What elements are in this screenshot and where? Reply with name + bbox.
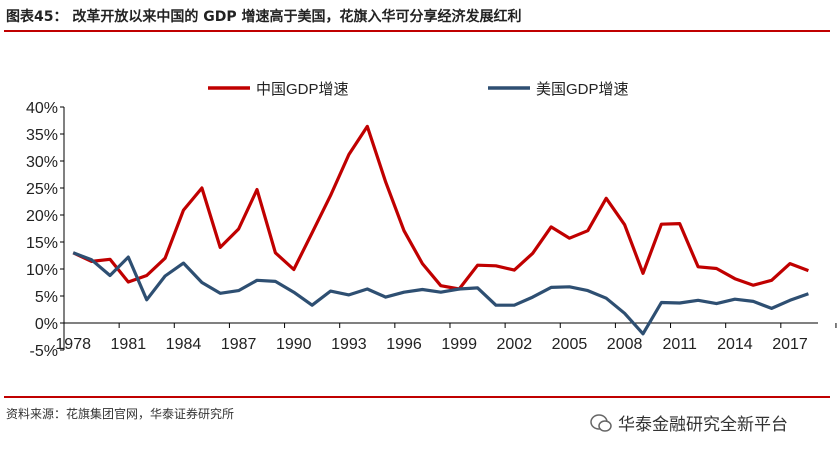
chart-title: 图表45： 改革开放以来中国的 GDP 增速高于美国，花旗入华可分享经济发展红利 [6, 9, 522, 25]
x-tick-label: 1984 [166, 336, 202, 353]
y-tick-label: 0% [35, 316, 58, 333]
watermark: 华泰金融研究全新平台 [590, 410, 788, 435]
x-tick-label: 2008 [607, 336, 643, 353]
x-tick-label: 1978 [55, 336, 91, 353]
x-tick-label: 1990 [276, 336, 312, 353]
legend-label: 美国GDP增速 [536, 81, 629, 98]
y-tick-label: 35% [26, 127, 58, 144]
x-tick-label: 1996 [386, 336, 422, 353]
x-tick-label: 2017 [772, 336, 808, 353]
y-tick-label: 30% [26, 154, 58, 171]
x-tick-label: 2005 [552, 336, 588, 353]
y-tick-label: -5% [30, 343, 58, 360]
y-tick-label: 5% [35, 289, 58, 306]
wechat-icon [590, 413, 612, 432]
x-tick-label: 1993 [331, 336, 367, 353]
y-tick-label: 15% [26, 235, 58, 252]
watermark-text: 华泰金融研究全新平台 [618, 415, 788, 435]
legend-label: 中国GDP增速 [256, 81, 349, 98]
bottom-divider [4, 396, 830, 398]
x-tick-label: 2002 [497, 336, 533, 353]
y-tick-label: 40% [26, 100, 58, 117]
y-tick-label: 25% [26, 181, 58, 198]
y-tick-label: 10% [26, 262, 58, 279]
y-tick-label: 20% [26, 208, 58, 225]
x-tick-label: 1999 [441, 336, 477, 353]
line-chart: -5% 0% 5% 10% 15% 20% 25% 30% 35% 40% 1978 1981 1984… [26, 81, 837, 360]
x-tick-label: 2014 [717, 336, 753, 353]
source-note: 资料来源：花旗集团官网，华泰证券研究所 [6, 407, 235, 421]
top-divider [4, 30, 830, 32]
x-tick-label: 1987 [221, 336, 257, 353]
x-tick-label: 2011 [663, 336, 698, 353]
x-tick-label: 1981 [111, 336, 147, 353]
